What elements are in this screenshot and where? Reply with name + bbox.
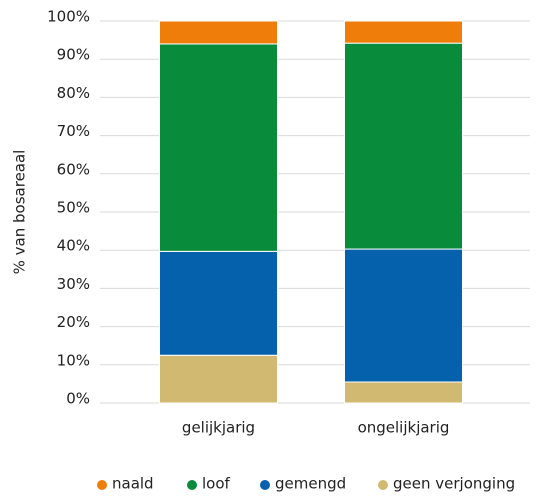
legend-marker [187,480,197,490]
legend-marker [260,480,270,490]
legend-label: naald [112,475,154,493]
bar-segment [344,381,463,404]
bar-segment [159,43,278,252]
y-tick-label: 80% [57,84,90,102]
y-tick-label: 0% [66,390,90,408]
legend-label: gemengd [275,475,346,493]
bar-segment [159,250,278,356]
legend-label: loof [202,475,231,493]
y-axis-label: % van bosareaal [11,150,29,275]
y-tick-label: 30% [57,275,90,293]
y-tick-label: 70% [57,122,90,140]
bar-segment [159,354,278,404]
legend-marker [97,480,107,490]
x-tick-label: gelijkjarig [182,419,255,437]
bar-segment [344,42,463,250]
y-tick-label: 50% [57,199,90,217]
y-tick-label: 20% [57,313,90,331]
bar-segment [344,20,463,44]
x-tick-label: ongelijkjarig [358,419,450,437]
y-tick-label: 100% [47,8,90,26]
legend-marker [378,480,388,490]
bar-segment [159,20,278,45]
bar-segment [344,248,463,383]
y-tick-label: 40% [57,237,90,255]
y-tick-label: 10% [57,351,90,369]
legend-label: geen verjonging [393,475,515,493]
y-tick-label: 60% [57,160,90,178]
y-tick-label: 90% [57,46,90,64]
